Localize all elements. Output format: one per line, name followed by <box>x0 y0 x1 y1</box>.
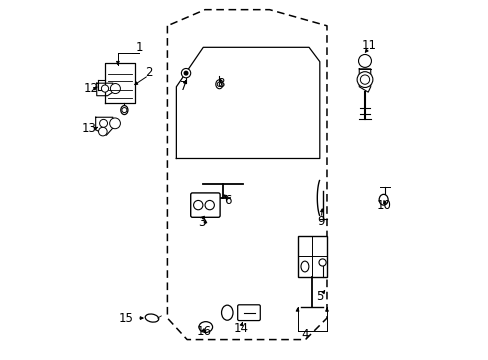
Text: 9: 9 <box>316 215 324 228</box>
FancyBboxPatch shape <box>190 193 220 217</box>
Ellipse shape <box>301 261 308 272</box>
Text: 5: 5 <box>315 290 323 303</box>
Text: 1: 1 <box>135 41 143 54</box>
Text: 11: 11 <box>361 39 376 52</box>
Text: 4: 4 <box>301 328 308 341</box>
Text: 14: 14 <box>233 322 248 335</box>
Circle shape <box>100 120 107 127</box>
Circle shape <box>193 201 203 210</box>
Text: 13: 13 <box>81 122 96 135</box>
Circle shape <box>217 82 221 86</box>
Circle shape <box>109 118 120 129</box>
Circle shape <box>181 68 190 78</box>
Circle shape <box>101 85 108 92</box>
Circle shape <box>356 72 372 87</box>
Ellipse shape <box>215 80 223 89</box>
Text: 3: 3 <box>197 216 205 229</box>
Text: 16: 16 <box>197 325 211 338</box>
Text: 10: 10 <box>376 199 391 212</box>
Circle shape <box>318 259 325 266</box>
Ellipse shape <box>199 321 212 332</box>
Text: 8: 8 <box>217 77 224 90</box>
Text: 15: 15 <box>118 311 133 325</box>
FancyBboxPatch shape <box>237 305 260 320</box>
Text: 7: 7 <box>180 80 187 93</box>
Circle shape <box>122 108 126 113</box>
Ellipse shape <box>145 314 159 322</box>
Circle shape <box>358 54 371 67</box>
FancyBboxPatch shape <box>297 235 326 277</box>
Circle shape <box>184 71 187 75</box>
Circle shape <box>360 75 369 84</box>
Ellipse shape <box>221 305 233 320</box>
Text: 12: 12 <box>83 82 99 95</box>
Ellipse shape <box>121 105 128 114</box>
Circle shape <box>99 127 107 136</box>
Text: 2: 2 <box>145 66 152 79</box>
Circle shape <box>204 201 214 210</box>
Ellipse shape <box>378 194 387 205</box>
Circle shape <box>110 84 120 94</box>
Text: 6: 6 <box>224 194 232 207</box>
